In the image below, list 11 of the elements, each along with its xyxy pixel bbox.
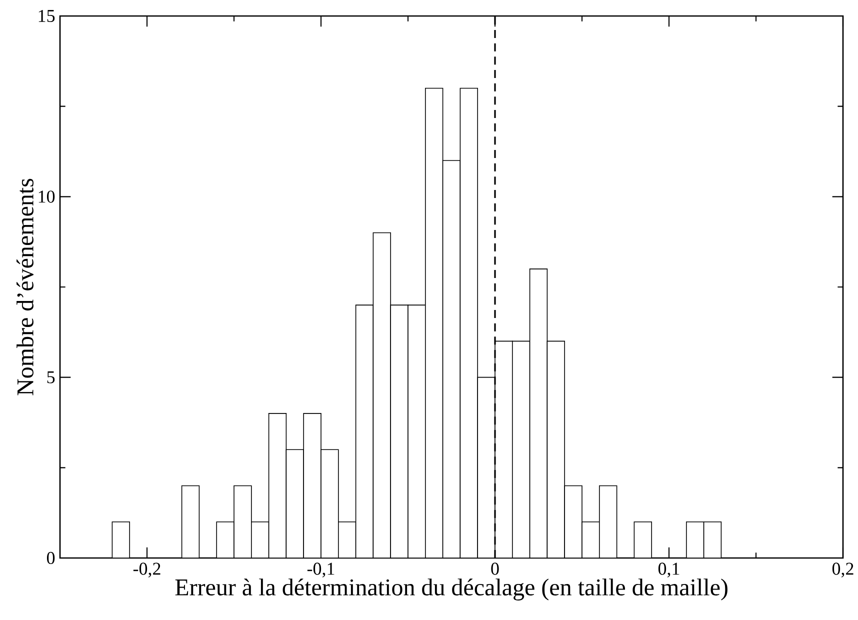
y-tick-label: 15 [38, 10, 55, 22]
x-tick-label: 0 [491, 562, 499, 575]
y-tick-label: 10 [38, 190, 55, 203]
x-tick-label: -0,2 [133, 562, 160, 578]
x-tick-label: 0,2 [832, 562, 854, 578]
x-tick-label: -0,1 [307, 562, 334, 578]
x-tick-label: 0,1 [658, 562, 680, 578]
y-tick-label: 0 [46, 552, 55, 564]
y-tick-label: 5 [47, 371, 55, 384]
x-axis-title: Erreur à la détermination du décalage (en taille de maille) [175, 578, 728, 600]
y-axis-title: Nombre d’événements [16, 178, 34, 396]
